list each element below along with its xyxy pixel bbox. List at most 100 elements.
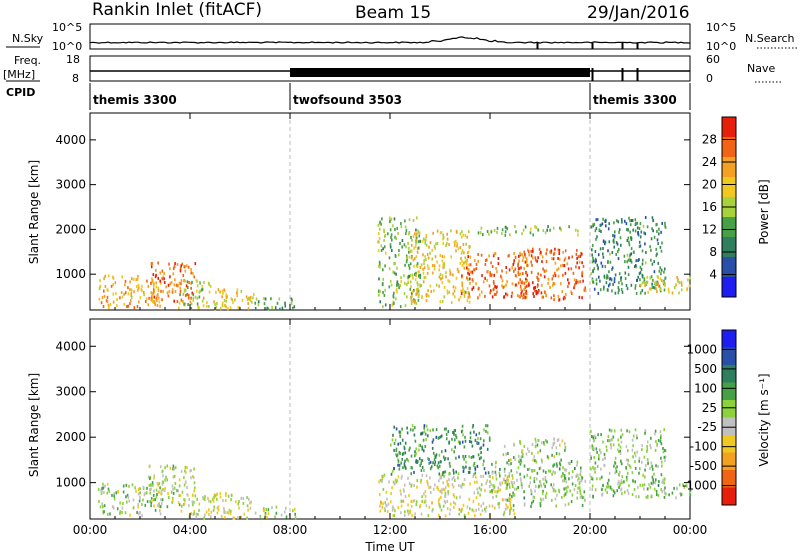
scatter-cell	[291, 306, 294, 310]
scatter-cell	[503, 295, 505, 299]
velocity-colorbar-label: Velocity [m s⁻¹]	[757, 373, 771, 466]
scatter-cell	[449, 502, 452, 506]
scatter-cell	[598, 448, 601, 452]
scatter-cell	[508, 497, 510, 501]
scatter-cell	[469, 295, 471, 299]
scatter-cell	[193, 275, 195, 279]
scatter-cell	[445, 275, 447, 279]
scatter-cell	[378, 240, 380, 244]
scatter-cell	[417, 289, 420, 293]
scatter-cell	[190, 476, 192, 480]
scatter-cell	[164, 466, 166, 470]
scatter-cell	[399, 434, 401, 438]
scatter-cell	[480, 226, 483, 230]
scatter-cell	[419, 239, 421, 243]
scatter-cell	[473, 268, 476, 272]
scatter-cell	[572, 271, 575, 275]
scatter-cell	[204, 495, 206, 499]
scatter-cell	[227, 307, 229, 311]
scatter-cell	[484, 294, 486, 298]
scatter-cell	[509, 493, 511, 497]
scatter-cell	[552, 257, 555, 261]
scatter-cell	[245, 295, 248, 299]
scatter-cell	[412, 276, 414, 280]
scatter-cell	[541, 491, 544, 495]
scatter-cell	[148, 465, 151, 469]
scatter-cell	[573, 286, 575, 290]
scatter-cell	[243, 512, 246, 516]
scatter-cell	[497, 257, 500, 260]
scatter-cell	[484, 509, 487, 513]
scatter-cell	[408, 510, 411, 514]
scatter-cell	[530, 488, 532, 492]
scatter-cell	[628, 216, 630, 220]
scatter-cell	[562, 273, 564, 277]
scatter-cell	[577, 233, 579, 237]
scatter-cell	[592, 224, 594, 228]
scatter-cell	[512, 491, 514, 495]
scatter-cell	[656, 238, 659, 242]
scatter-cell	[190, 271, 192, 275]
scatter-cell	[382, 291, 384, 294]
scatter-cell	[645, 282, 647, 286]
scatter-cell	[438, 275, 441, 279]
scatter-cell	[552, 470, 554, 474]
scatter-cell	[448, 243, 450, 246]
scatter-cell	[183, 483, 186, 487]
scatter-cell	[482, 280, 485, 284]
scatter-cell	[423, 469, 425, 472]
scatter-cell	[472, 286, 475, 290]
scatter-cell	[397, 458, 399, 462]
freq-unit: [MHz]	[3, 68, 35, 81]
scatter-cell	[202, 296, 205, 300]
scatter-cell	[389, 243, 392, 247]
scatter-cell	[98, 297, 101, 301]
scatter-cell	[526, 273, 529, 277]
scatter-cell	[143, 293, 145, 297]
scatter-cell	[662, 281, 665, 285]
scatter-cell	[540, 250, 542, 254]
scatter-cell	[561, 495, 563, 499]
scatter-cell	[196, 497, 198, 501]
scatter-cell	[563, 494, 566, 498]
scatter-cell	[393, 514, 396, 517]
scatter-cell	[581, 296, 583, 300]
scatter-cell	[516, 478, 518, 482]
scatter-cell	[455, 435, 458, 439]
scatter-cell	[145, 297, 148, 301]
scatter-cell	[167, 492, 169, 495]
scatter-cell	[159, 486, 161, 490]
scatter-cell	[517, 281, 520, 285]
scatter-cell	[619, 452, 622, 456]
scatter-cell	[181, 504, 183, 508]
scatter-cell	[246, 516, 248, 520]
scatter-cell	[442, 236, 445, 240]
scatter-cell	[663, 428, 665, 432]
scatter-cell	[185, 284, 188, 288]
scatter-cell	[432, 438, 435, 442]
scatter-cell	[415, 503, 418, 507]
scatter-cell	[151, 295, 153, 298]
scatter-cell	[561, 479, 564, 483]
scatter-cell	[416, 289, 419, 293]
scatter-cell	[492, 254, 495, 258]
scatter-cell	[215, 305, 218, 309]
scatter-cell	[440, 434, 443, 438]
scatter-cell	[397, 459, 400, 463]
scatter-cell	[149, 477, 151, 481]
scatter-cell	[565, 480, 568, 484]
scatter-cell	[488, 284, 491, 288]
y-tick-label: 4000	[55, 339, 86, 353]
scatter-cell	[650, 248, 652, 252]
scatter-cell	[491, 265, 494, 268]
scatter-cell	[502, 285, 504, 289]
scatter-cell	[226, 511, 228, 515]
scatter-cell	[562, 264, 564, 267]
scatter-cell	[463, 292, 466, 296]
scatter-cell	[137, 503, 139, 507]
scatter-cell	[627, 228, 629, 232]
scatter-cell	[242, 497, 245, 500]
scatter-cell	[630, 260, 633, 264]
scatter-cell	[575, 474, 578, 478]
scatter-cell	[552, 274, 555, 278]
